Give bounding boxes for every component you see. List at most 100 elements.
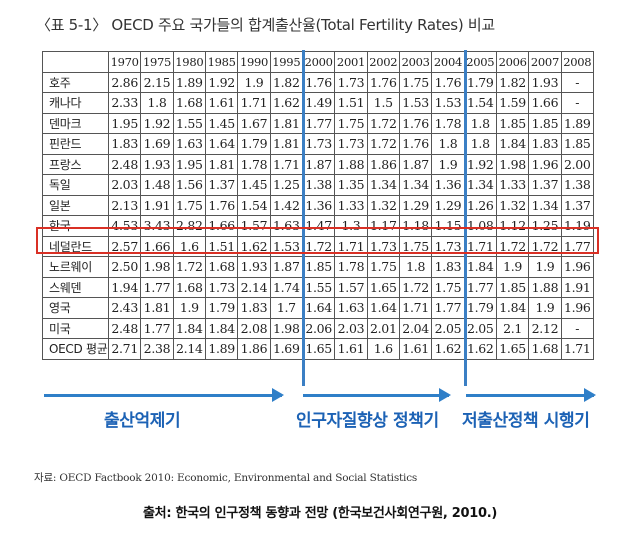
value-cell: 1.83: [237, 297, 271, 319]
value-cell: 1.72: [366, 133, 400, 155]
value-cell: 2.57: [107, 235, 142, 257]
year-header-2007: 2007: [528, 51, 562, 73]
value-cell: 1.77: [463, 276, 497, 298]
value-cell: 2.71: [107, 338, 142, 360]
value-cell: 1.33: [495, 174, 530, 196]
value-cell: 1.37: [528, 174, 562, 196]
value-cell: 1.71: [334, 235, 368, 257]
value-cell: 1.61: [398, 338, 433, 360]
value-cell: 1.84: [172, 317, 206, 339]
value-cell: 1.25: [269, 174, 303, 196]
phase-label-low-fertility: 저출산정책 시행기: [462, 411, 590, 431]
value-cell: 1.61: [334, 338, 368, 360]
country-cell: 영국: [42, 297, 109, 319]
value-cell: 2.03: [334, 317, 368, 339]
value-cell: 1.75: [334, 112, 368, 134]
value-cell: 1.29: [431, 194, 465, 216]
year-header-1985: 1985: [204, 51, 239, 73]
table-row: OECD 평균 2.71 2.38 2.14 1.89 1.86 1.69 1.65 1.61 1…: [42, 338, 594, 360]
value-cell: 1.67: [237, 112, 271, 134]
value-cell: 1.83: [107, 133, 142, 155]
value-cell: 1.32: [495, 194, 530, 216]
value-cell: 1.72: [495, 235, 530, 257]
value-cell: 1.76: [398, 133, 433, 155]
country-cell: 덴마크: [42, 112, 109, 134]
value-cell: 1.85: [560, 133, 594, 155]
value-cell: 1.37: [560, 194, 594, 216]
value-cell: 1.85: [495, 276, 530, 298]
value-cell: 1.62: [463, 338, 497, 360]
value-cell: 1.71: [269, 153, 303, 175]
value-cell: 2.00: [560, 153, 594, 175]
value-cell: 1.57: [237, 215, 271, 237]
value-cell: 1.45: [237, 174, 271, 196]
value-cell: 1.96: [560, 256, 594, 278]
value-cell: 1.8: [140, 92, 174, 114]
value-cell: 2.38: [140, 338, 174, 360]
value-cell: 1.78: [237, 153, 271, 175]
value-cell: 1.96: [528, 153, 562, 175]
divider-2005-line: [464, 50, 467, 386]
value-cell: 1.17: [366, 215, 400, 237]
value-cell: 1.76: [398, 112, 433, 134]
value-cell: 1.9: [495, 256, 530, 278]
value-cell: 1.9: [172, 297, 206, 319]
value-cell: 1.76: [366, 71, 400, 93]
value-cell: 1.75: [172, 194, 206, 216]
value-cell: 1.42: [269, 194, 303, 216]
phase-label-birth-control: 출산억제기: [104, 411, 181, 431]
phase-arrow-low-fertility: [466, 388, 596, 402]
value-cell: 1.62: [269, 92, 303, 114]
value-cell: 1.38: [560, 174, 594, 196]
value-cell: 1.98: [269, 317, 303, 339]
value-cell: 1.92: [204, 71, 239, 93]
value-cell: 1.66: [204, 215, 239, 237]
year-header-2005: 2005: [463, 51, 497, 73]
value-cell: 1.54: [463, 92, 497, 114]
value-cell: 1.68: [528, 338, 562, 360]
value-cell: 1.84: [204, 317, 239, 339]
value-cell: 1.34: [398, 174, 433, 196]
value-cell: 2.04: [398, 317, 433, 339]
value-cell: 1.53: [398, 92, 433, 114]
value-cell: 1.76: [301, 71, 336, 93]
year-header-2003: 2003: [398, 51, 433, 73]
value-cell: 1.64: [301, 297, 336, 319]
value-cell: 1.59: [495, 92, 530, 114]
value-cell: 1.68: [204, 256, 239, 278]
value-cell: 1.77: [140, 317, 174, 339]
value-cell: 1.78: [334, 256, 368, 278]
value-cell: 1.77: [560, 235, 594, 257]
value-cell: -: [560, 92, 594, 114]
country-cell: 캐나다: [42, 92, 109, 114]
country-cell: 일본: [42, 194, 109, 216]
value-cell: 1.75: [398, 71, 433, 93]
value-cell: 1.81: [269, 112, 303, 134]
value-cell: 1.45: [204, 112, 239, 134]
country-cell: OECD 평균: [42, 338, 109, 360]
value-cell: 1.66: [140, 235, 174, 257]
value-cell: 1.87: [301, 153, 336, 175]
value-cell: -: [560, 317, 594, 339]
table-corner-cell: [42, 51, 109, 73]
value-cell: 2.86: [107, 71, 142, 93]
value-cell: 2.01: [366, 317, 400, 339]
value-cell: 1.89: [204, 338, 239, 360]
value-cell: 1.51: [204, 235, 239, 257]
value-cell: 2.06: [301, 317, 336, 339]
value-cell: 1.29: [398, 194, 433, 216]
value-cell: 2.14: [172, 338, 206, 360]
value-cell: 1.73: [334, 133, 368, 155]
value-cell: 1.62: [431, 338, 465, 360]
value-cell: 1.5: [366, 92, 400, 114]
value-cell: 2.05: [431, 317, 465, 339]
value-cell: 1.81: [204, 153, 239, 175]
value-cell: 1.76: [204, 194, 239, 216]
value-cell: 2.33: [107, 92, 142, 114]
value-cell: 1.88: [334, 153, 368, 175]
value-cell: 1.6: [366, 338, 400, 360]
table-header-row: 1970 1975 1980 1985 1990 1995 2000 2001 …: [42, 51, 594, 73]
source-note: 자료: OECD Factbook 2010: Economic, Enviro…: [34, 472, 418, 484]
value-cell: 1.79: [204, 297, 239, 319]
value-cell: 1.34: [528, 194, 562, 216]
